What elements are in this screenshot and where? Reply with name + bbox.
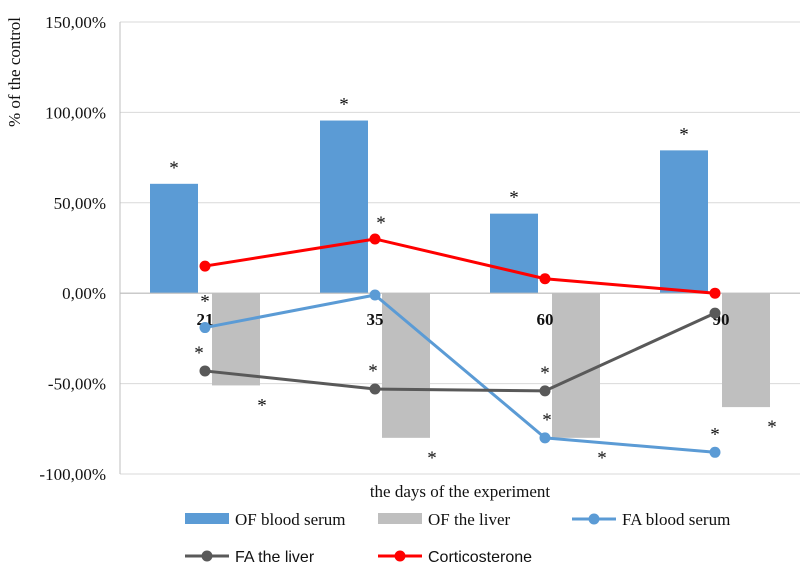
- bar-of-blood-serum: [660, 150, 708, 294]
- y-tick-label: 0,00%: [62, 284, 106, 303]
- y-tick-label: 50,00%: [54, 194, 106, 213]
- bar-of-blood-serum: [320, 120, 368, 294]
- significance-marker: *: [368, 361, 378, 382]
- point-corticosterone: [709, 287, 721, 299]
- bar-of-the-liver: [552, 293, 600, 438]
- line-fa-blood-serum: [204, 293, 716, 454]
- legend-label-of-the-liver: OF the liver: [428, 510, 510, 529]
- y-tick-label: 150,00%: [45, 13, 106, 32]
- point-fa-the-liver: [199, 365, 211, 377]
- y-tick-label: -100,00%: [39, 465, 106, 484]
- x-tick-label: 60: [537, 310, 554, 329]
- significance-marker: *: [542, 410, 552, 431]
- point-fa-blood-serum: [539, 432, 551, 444]
- point-fa-blood-serum: [199, 322, 211, 334]
- line-fa-the-liver: [204, 311, 716, 393]
- significance-marker: *: [200, 292, 210, 313]
- significance-marker: *: [710, 424, 720, 445]
- legend-label-of-blood-serum: OF blood serum: [235, 510, 346, 529]
- legend-marker-corticosterone: [394, 550, 406, 562]
- legend-swatch-of-the-liver: [378, 513, 422, 524]
- legend-marker-fa-blood-serum: [588, 513, 600, 525]
- bar-of-blood-serum: [150, 183, 198, 294]
- significance-marker: *: [679, 124, 689, 145]
- bar-of-the-liver: [212, 293, 260, 386]
- point-corticosterone: [199, 260, 211, 272]
- bar-of-the-liver: [722, 293, 770, 408]
- point-fa-the-liver: [709, 307, 721, 319]
- y-axis-title: % of the control: [5, 17, 24, 127]
- point-fa-the-liver: [369, 383, 381, 395]
- point-corticosterone: [369, 233, 381, 245]
- bar-of-blood-serum: [490, 213, 538, 294]
- legend-label-corticosterone: Corticosterone: [428, 549, 532, 566]
- significance-marker: *: [169, 158, 179, 179]
- significance-marker: *: [339, 95, 349, 116]
- significance-marker: *: [427, 448, 437, 469]
- bar-of-the-liver: [382, 293, 430, 438]
- point-fa-blood-serum: [369, 289, 381, 301]
- significance-marker: *: [597, 448, 607, 469]
- significance-marker: *: [767, 417, 777, 438]
- point-fa-the-liver: [539, 385, 551, 397]
- significance-marker: *: [540, 363, 550, 384]
- point-fa-blood-serum: [709, 446, 721, 458]
- line-corticosterone: [204, 237, 716, 295]
- y-tick-label: 100,00%: [45, 103, 106, 122]
- legend-swatch-of-blood-serum: [185, 513, 229, 524]
- significance-marker: *: [194, 343, 204, 364]
- point-corticosterone: [539, 273, 551, 285]
- legend-label-fa-the-liver: FA the liver: [235, 549, 315, 566]
- legend-marker-fa-the-liver: [201, 550, 213, 562]
- x-axis-title: the days of the experiment: [370, 482, 551, 501]
- legend-label-fa-blood-serum: FA blood serum: [622, 510, 730, 529]
- significance-marker: *: [376, 213, 386, 234]
- significance-marker: *: [257, 395, 267, 416]
- x-tick-label: 35: [367, 310, 384, 329]
- y-tick-label: -50,00%: [48, 375, 106, 394]
- significance-marker: *: [509, 188, 519, 209]
